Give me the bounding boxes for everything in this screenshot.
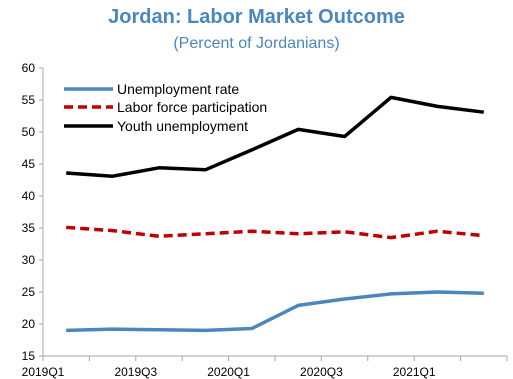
y-tick-label: 20 — [22, 317, 36, 331]
y-tick-label: 25 — [22, 285, 36, 299]
legend-label-3: Youth unemployment — [117, 118, 248, 134]
y-tick-label: 60 — [22, 61, 36, 75]
x-tick-label: 2020Q3 — [300, 365, 343, 379]
x-tick-label: 2020Q1 — [207, 365, 250, 379]
y-tick-label: 15 — [22, 349, 36, 363]
x-tick-label: 2019Q3 — [114, 365, 157, 379]
y-tick-label: 55 — [22, 93, 36, 107]
x-tick-label: 2021Q1 — [393, 365, 436, 379]
y-tick-label: 40 — [22, 189, 36, 203]
series-line-2 — [66, 225, 484, 240]
series-line-1 — [66, 290, 484, 333]
y-tick-label: 45 — [22, 157, 36, 171]
legend-label-1: Unemployment rate — [117, 81, 239, 97]
y-tick-label: 30 — [22, 253, 36, 267]
y-tick-label: 50 — [22, 125, 36, 139]
series-line-3 — [66, 95, 485, 178]
legend-label-2: Labor force participation — [117, 99, 267, 115]
chart-subtitle: (Percent of Jordanians) — [173, 35, 340, 52]
x-tick-label: 2019Q1 — [22, 365, 65, 379]
y-tick-label: 35 — [22, 221, 36, 235]
chart-title: Jordan: Labor Market Outcome — [108, 6, 405, 28]
